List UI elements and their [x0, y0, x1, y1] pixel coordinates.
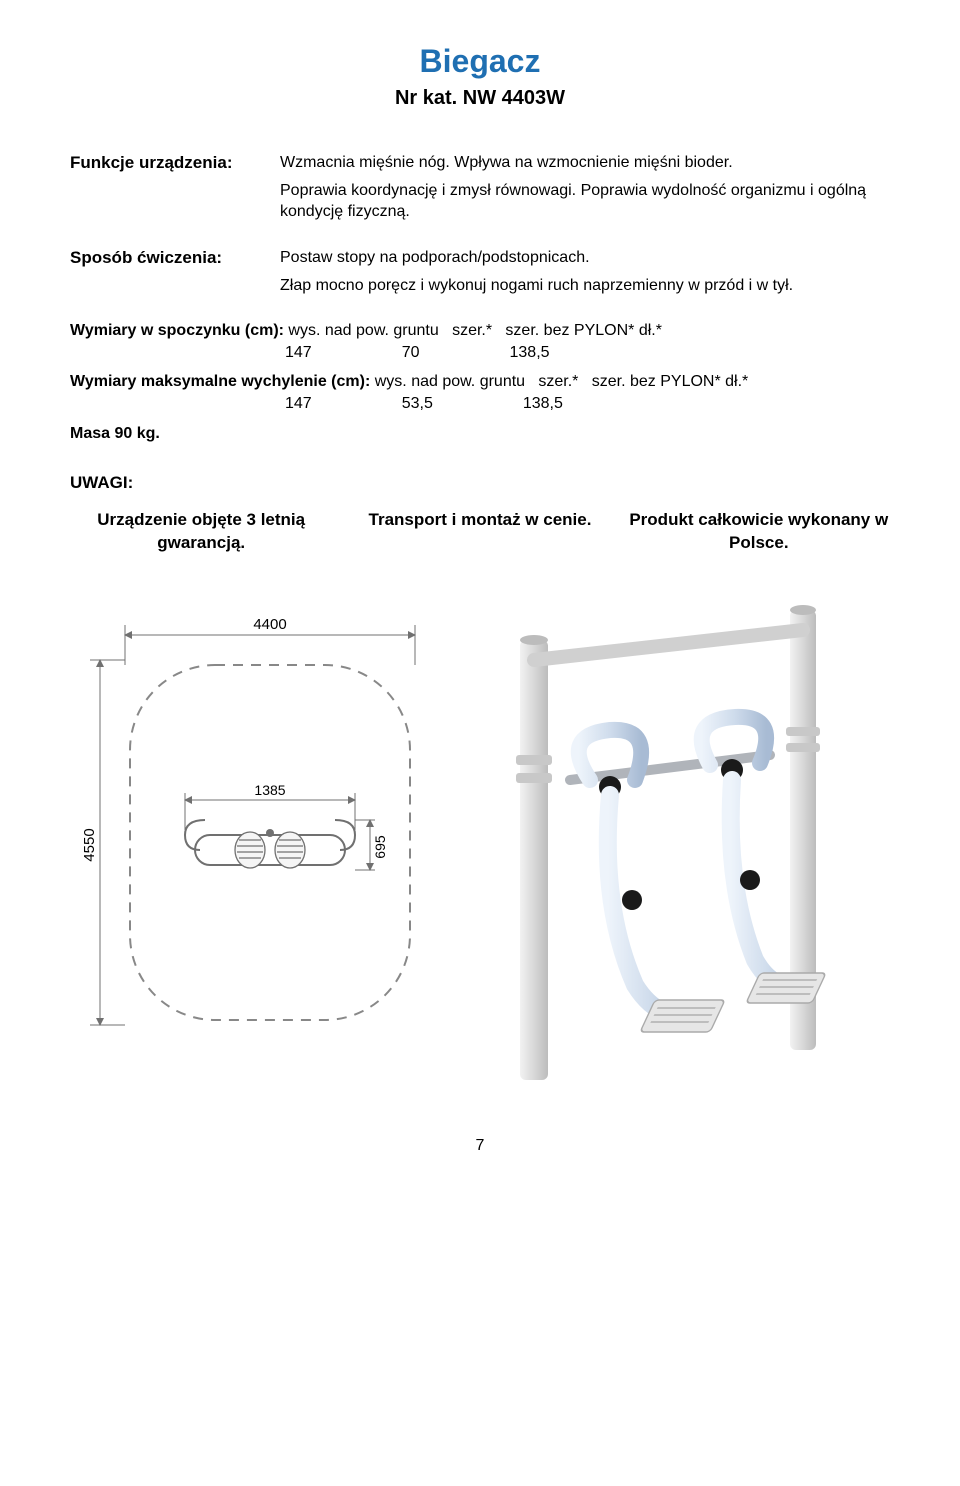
dim-inner-w: 1385	[254, 782, 285, 798]
method-label: Sposób ćwiczenia:	[70, 247, 280, 302]
method-row: Sposób ćwiczenia: Postaw stopy na podpor…	[70, 247, 890, 302]
dims-max-v1: 147	[285, 393, 312, 415]
dims-max-v3: 138,5	[523, 393, 563, 415]
notes-label: UWAGI:	[70, 472, 890, 495]
dims-max-lead: Wymiary maksymalne wychylenie (cm):	[70, 371, 370, 393]
mass-text: Masa 90 kg.	[70, 423, 890, 445]
functions-content: Wzmacnia mięśnie nóg. Wpływa na wzmocnie…	[280, 152, 890, 229]
note-origin: Produkt całkowicie wykonany w Polsce.	[628, 509, 890, 555]
dim-outer-h: 4550	[81, 828, 98, 861]
equipment-render	[460, 605, 890, 1085]
dim-inner-h: 695	[372, 835, 388, 859]
dims-max-v2: 53,5	[402, 393, 433, 415]
dimensions-block: Wymiary w spoczynku (cm): wys. nad pow. …	[70, 320, 890, 444]
note-transport: Transport i montaż w cenie.	[349, 509, 611, 555]
dims-rest-v3: 138,5	[510, 342, 550, 364]
dims-rest-v2: 70	[402, 342, 420, 364]
functions-label: Funkcje urządzenia:	[70, 152, 280, 229]
functions-text-1: Wzmacnia mięśnie nóg. Wpływa na wzmocnie…	[280, 152, 890, 174]
method-content: Postaw stopy na podporach/podstopnicach.…	[280, 247, 890, 302]
dims-rest-line: Wymiary w spoczynku (cm): wys. nad pow. …	[70, 320, 890, 342]
dims-max-line: Wymiary maksymalne wychylenie (cm): wys.…	[70, 371, 890, 393]
plan-diagram: 4400 4550 1385	[70, 605, 430, 1035]
functions-text-2: Poprawia koordynację i zmysł równowagi. …	[280, 180, 890, 223]
dims-max-cols: wys. nad pow. gruntu szer.* szer. bez PY…	[370, 371, 748, 393]
note-warranty: Urządzenie objęte 3 letnią gwarancją.	[70, 509, 332, 555]
dims-rest-v1: 147	[285, 342, 312, 364]
diagram-area: 4400 4550 1385	[70, 605, 890, 1085]
functions-row: Funkcje urządzenia: Wzmacnia mięśnie nóg…	[70, 152, 890, 229]
page-number: 7	[70, 1135, 890, 1157]
method-text-1: Postaw stopy na podporach/podstopnicach.	[280, 247, 890, 269]
notes-row: Urządzenie objęte 3 letnią gwarancją. Tr…	[70, 509, 890, 555]
method-text-2: Złap mocno poręcz i wykonuj nogami ruch …	[280, 275, 890, 297]
dims-max-values: 147 53,5 138,5	[285, 393, 890, 415]
dim-outer-w: 4400	[253, 616, 286, 633]
dims-rest-values: 147 70 138,5	[285, 342, 890, 364]
page-title: Biegacz	[70, 40, 890, 83]
catalog-number: Nr kat. NW 4403W	[70, 85, 890, 112]
dims-rest-lead: Wymiary w spoczynku (cm):	[70, 320, 284, 342]
dims-rest-cols: wys. nad pow. gruntu szer.* szer. bez PY…	[284, 320, 662, 342]
